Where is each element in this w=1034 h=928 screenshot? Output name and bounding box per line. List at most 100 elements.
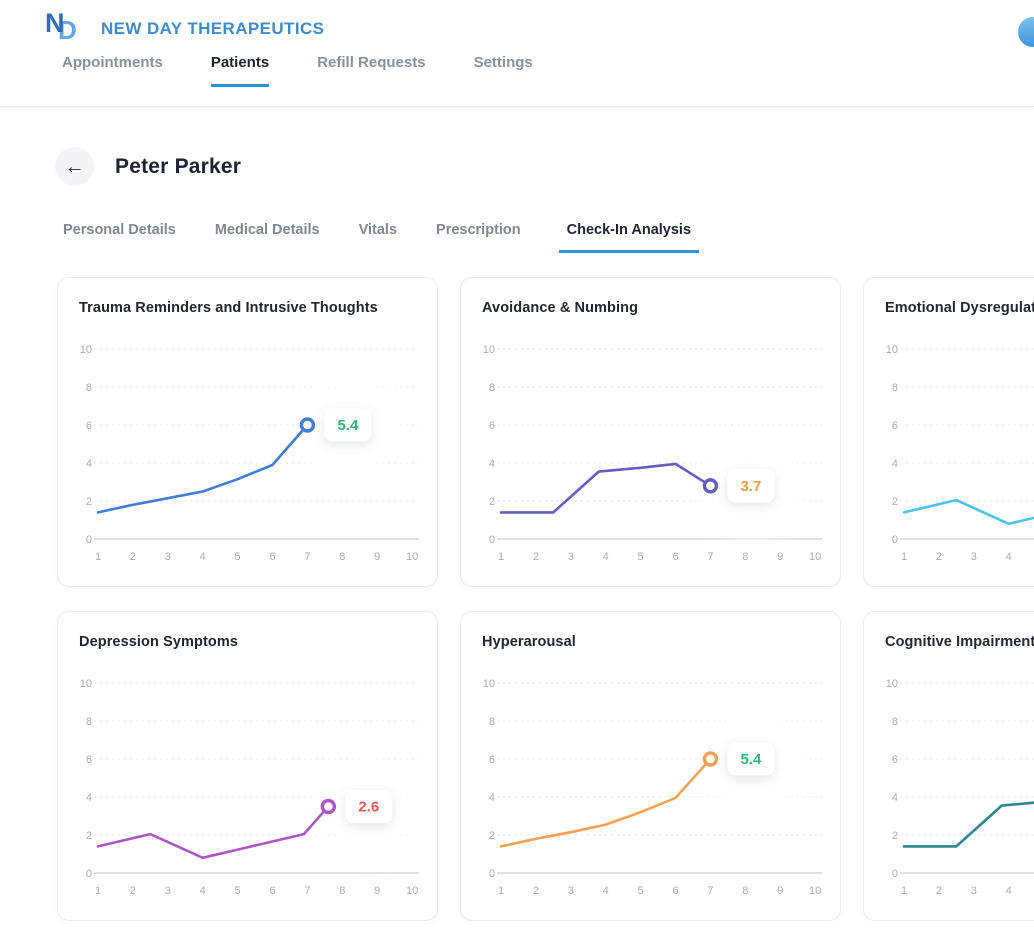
x-tick-label: 7 xyxy=(707,551,713,563)
y-tick-label: 0 xyxy=(86,868,92,880)
y-tick-label: 8 xyxy=(489,716,495,728)
chart-endpoint-marker xyxy=(299,417,316,433)
y-tick-label: 6 xyxy=(489,420,495,432)
avatar[interactable] xyxy=(1018,17,1034,47)
nav-tab-settings[interactable]: Settings xyxy=(473,54,533,71)
x-tick-label: 9 xyxy=(374,885,380,897)
value-badge xyxy=(324,408,372,442)
x-tick-label: 8 xyxy=(742,551,748,563)
y-tick-label: 4 xyxy=(489,792,495,804)
y-tick-label: 6 xyxy=(489,754,495,766)
y-tick-label: 2 xyxy=(892,496,898,508)
chart-line xyxy=(499,462,712,514)
x-tick-label: 6 xyxy=(672,551,678,563)
y-tick-label: 4 xyxy=(86,792,92,804)
line-chart: 0 2 4 6 8 10 1 2 3 4 5 6 7 8 9 10 2.6 xyxy=(78,666,423,903)
y-tick-label: 4 xyxy=(892,458,898,470)
patient-header: ← Peter Parker xyxy=(55,147,1034,186)
x-tick-label: 2 xyxy=(130,551,136,563)
brand-logo-icon: N D xyxy=(45,7,95,48)
x-tick-label: 2 xyxy=(533,551,539,563)
x-tick-label: 9 xyxy=(374,551,380,563)
chart-title: Hyperarousal xyxy=(482,634,576,650)
chart-endpoint-marker xyxy=(702,751,719,767)
x-tick-label: 6 xyxy=(269,885,275,897)
chart-card-emotional-dysregulation: Emotional Dysregulation 0246810123456789… xyxy=(863,277,1034,587)
x-tick-label: 7 xyxy=(707,885,713,897)
chart-title: Trauma Reminders and Intrusive Thoughts xyxy=(79,300,378,316)
y-tick-label: 10 xyxy=(80,344,92,356)
logo-letter-n: N xyxy=(45,7,65,38)
x-tick-label: 7 xyxy=(304,551,310,563)
tab-check-in-analysis[interactable]: Check-In Analysis xyxy=(558,222,700,253)
x-tick-label: 2 xyxy=(936,885,942,897)
y-tick-label: 2 xyxy=(86,496,92,508)
main-nav: Appointments Patients Refill Requests Se… xyxy=(0,54,1034,87)
y-tick-label: 0 xyxy=(489,868,495,880)
back-button[interactable]: ← xyxy=(55,147,94,186)
x-tick-label: 1 xyxy=(901,885,907,897)
chart-line xyxy=(902,801,1034,848)
chart-card-trauma: Trauma Reminders and Intrusive Thoughts … xyxy=(57,277,438,587)
y-tick-label: 8 xyxy=(892,382,898,394)
x-tick-label: 2 xyxy=(936,551,942,563)
x-tick-label: 3 xyxy=(971,551,977,563)
x-tick-label: 8 xyxy=(339,885,345,897)
y-tick-label: 10 xyxy=(483,678,495,690)
x-tick-label: 1 xyxy=(95,551,101,563)
y-tick-label: 10 xyxy=(886,678,898,690)
nav-tab-appointments[interactable]: Appointments xyxy=(62,54,163,71)
tab-personal-details[interactable]: Personal Details xyxy=(63,222,176,238)
x-tick-label: 5 xyxy=(638,885,644,897)
y-tick-label: 4 xyxy=(86,458,92,470)
y-tick-label: 0 xyxy=(892,534,898,546)
y-tick-label: 4 xyxy=(489,458,495,470)
x-tick-label: 3 xyxy=(165,551,171,563)
chart-card-hyperarousal: Hyperarousal 0 2 4 6 8 10 1 2 3 4 5 6 7 8 9 10 5.4 xyxy=(460,611,841,921)
chart-line xyxy=(96,423,309,514)
value-badge-text: 5.4 xyxy=(740,751,762,768)
x-tick-label: 9 xyxy=(777,551,783,563)
y-tick-label: 6 xyxy=(86,420,92,432)
chart-card-avoidance: Avoidance & Numbing 0 2 4 6 8 10 1 2 3 4 5 6 7 8 9 10 3.… xyxy=(460,277,841,587)
patient-subtabs: Personal Details Medical Details Vitals … xyxy=(0,222,1034,253)
line-chart: 0 2 4 6 8 10 1 2 3 4 5 6 7 8 9 10 5.4 xyxy=(481,666,822,903)
x-tick-label: 10 xyxy=(809,885,821,897)
x-tick-label: 3 xyxy=(165,885,171,897)
value-badge xyxy=(727,469,775,503)
chart-card-depression: Depression Symptoms 0 2 4 6 8 10 1 2 3 4 5 6 7 8 9 10 2.… xyxy=(57,611,438,921)
x-tick-label: 6 xyxy=(672,885,678,897)
value-badge-text: 5.4 xyxy=(337,417,359,434)
chart-line xyxy=(96,805,330,860)
x-tick-label: 2 xyxy=(533,885,539,897)
y-tick-label: 6 xyxy=(892,420,898,432)
x-tick-label: 4 xyxy=(200,551,206,563)
tab-medical-details[interactable]: Medical Details xyxy=(214,222,320,238)
x-tick-label: 5 xyxy=(235,551,241,563)
nav-tab-refill-requests[interactable]: Refill Requests xyxy=(317,54,426,71)
x-tick-label: 1 xyxy=(498,885,504,897)
line-chart: 0 2 4 6 8 10 1 2 3 4 5 6 7 8 9 10 3.7 xyxy=(481,332,822,569)
y-tick-label: 8 xyxy=(86,716,92,728)
tab-vitals[interactable]: Vitals xyxy=(358,222,398,238)
value-badge xyxy=(727,742,775,776)
x-tick-label: 3 xyxy=(568,885,574,897)
y-tick-label: 2 xyxy=(892,830,898,842)
x-tick-label: 5 xyxy=(235,885,241,897)
x-tick-label: 1 xyxy=(95,885,101,897)
nav-tab-patients[interactable]: Patients xyxy=(210,54,270,87)
brand-name: NEW DAY THERAPEUTICS xyxy=(101,18,325,38)
y-tick-label: 10 xyxy=(483,344,495,356)
tab-prescription[interactable]: Prescription xyxy=(436,222,521,238)
x-tick-label: 4 xyxy=(200,885,206,897)
chart-line xyxy=(499,757,712,848)
y-tick-label: 6 xyxy=(892,754,898,766)
